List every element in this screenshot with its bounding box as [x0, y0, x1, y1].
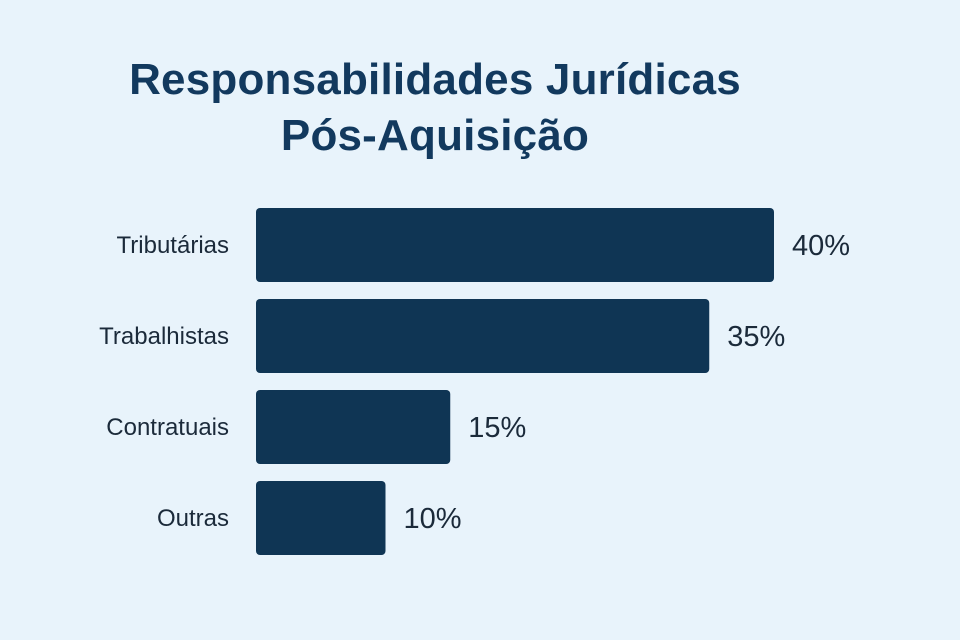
chart-title-line-2: Pós-Aquisição: [280, 111, 590, 160]
chart-title-line-1: Responsabilidades Jurídicas: [129, 55, 741, 104]
category-label-outras: Outras: [157, 505, 229, 532]
category-label-contratuais: Contratuais: [106, 414, 229, 441]
value-label-contratuais: 15%: [468, 412, 526, 444]
chart-title: Responsabilidades Jurídicas Pós-Aquisiçã…: [0, 52, 870, 164]
bar-contratuais: [256, 390, 451, 464]
bar-trabalhistas: [256, 299, 710, 373]
value-label-tributarias: 40%: [792, 230, 850, 262]
value-label-trabalhistas: 35%: [727, 321, 785, 353]
bar-tributarias: [256, 208, 774, 282]
bar-outras: [256, 481, 386, 555]
category-label-trabalhistas: Trabalhistas: [99, 323, 229, 350]
category-label-tributarias: Tributárias: [117, 232, 229, 259]
value-label-outras: 10%: [404, 503, 462, 535]
